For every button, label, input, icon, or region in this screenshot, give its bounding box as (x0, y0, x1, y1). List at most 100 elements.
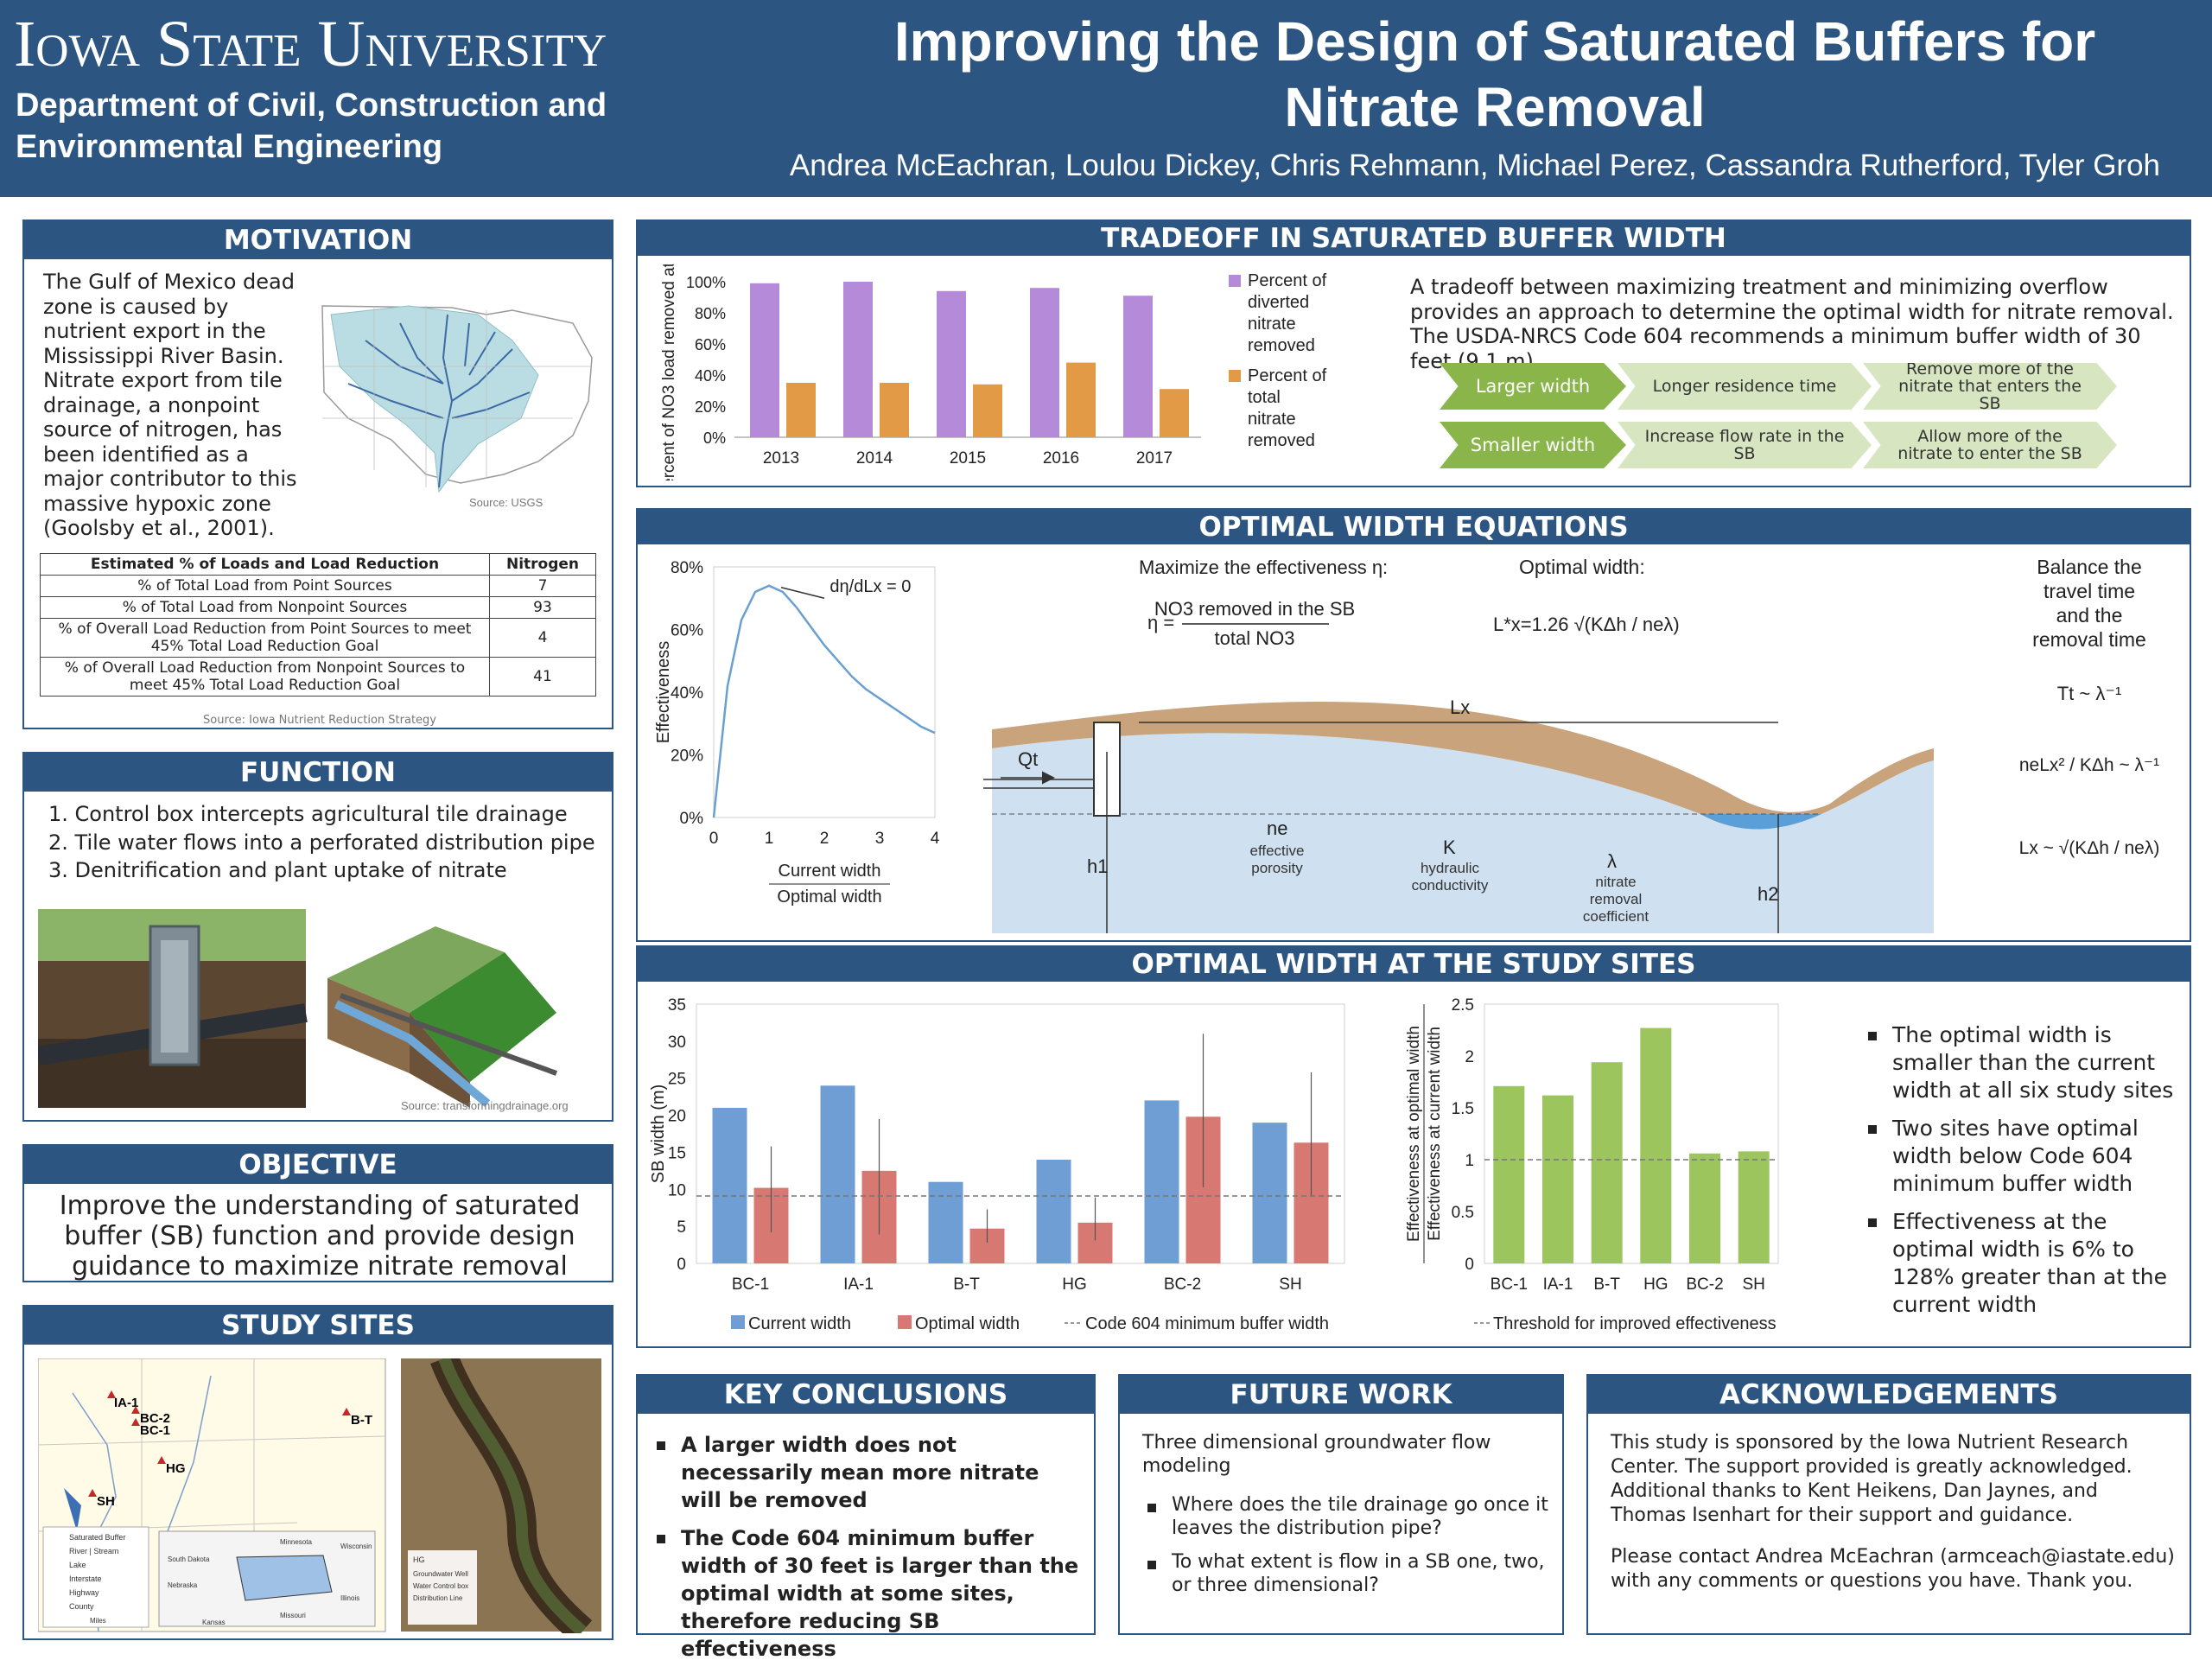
site-label: HG (166, 1461, 186, 1476)
tradeoff-heading: TRADEOFF IN SATURATED BUFFER WIDTH (638, 221, 2190, 256)
tradeoff-panel: TRADEOFF IN SATURATED BUFFER WIDTH 0% 20%… (636, 219, 2191, 487)
x-tick-label: 2 (820, 830, 830, 848)
svg-text:Illinois: Illinois (340, 1594, 359, 1602)
study-sites-maps: IA-1 BC-2 BC-1 B-T HG SH Saturated Buffe… (38, 1358, 601, 1633)
tradeoff-text: A tradeoff between maximizing treatment … (1410, 275, 2174, 373)
y-tick-label: 2.5 (1452, 996, 1474, 1015)
svg-text:River | Stream: River | Stream (69, 1547, 118, 1555)
function-item: 2. Tile water flows into a perforated di… (48, 830, 595, 855)
svg-text:HG: HG (413, 1555, 425, 1564)
legend-label: Percent of (1248, 271, 1327, 290)
legend-label: removed (1248, 431, 1315, 450)
bar (843, 282, 873, 437)
svg-text:Lake: Lake (69, 1561, 86, 1569)
bar (1160, 389, 1189, 437)
effectiveness-ratio-chart: 0 0.5 1 1.5 2 2.5 BC-1 IA-1 B-T HG BC-2 SH Effective… (1405, 996, 1779, 1333)
legend-label: Code 604 minimum buffer width (1085, 1314, 1329, 1333)
h1-label: h1 (1087, 856, 1108, 877)
function-source: Source: transformingdrainage.org (401, 1099, 569, 1112)
optimal-label: Optimal width: (1519, 556, 1645, 578)
plot-frame (1484, 1003, 1779, 1264)
ack-text-1: This study is sponsored by the Iowa Nutr… (1611, 1432, 2133, 1526)
x-tick-label: BC-2 (1686, 1275, 1723, 1294)
x-axis-label-num: Current width (779, 862, 881, 881)
site-label: BC-2 (140, 1411, 170, 1426)
flow-larger-width: Larger width (1440, 363, 1626, 410)
mississippi-basin-map: Source: USGS (321, 305, 593, 509)
table-header: Estimated % of Loads and Load Reduction (40, 553, 490, 576)
ack-text-2: Please contact Andrea McEachran (armceac… (1611, 1546, 2175, 1592)
motivation-heading: MOTIVATION (24, 221, 612, 259)
svg-text:Saturated Buffer: Saturated Buffer (69, 1533, 125, 1542)
balance-line: removal time (2032, 628, 2146, 651)
bar (1640, 1027, 1672, 1263)
y-tick-label: 35 (668, 996, 686, 1015)
table-cell: 7 (489, 575, 596, 597)
x-tick-label: HG (1062, 1275, 1087, 1294)
legend-label: Threshold for improved effectiveness (1493, 1314, 1777, 1333)
ack-heading: ACKNOWLEDGEMENTS (1588, 1376, 2190, 1414)
k-label: K (1443, 836, 1456, 858)
legend-swatch (898, 1315, 912, 1329)
plot-frame (713, 566, 936, 818)
eta-numerator: NO3 removed in the SB (1154, 598, 1355, 620)
y-tick-label: 80% (695, 305, 726, 322)
balance-line: travel time (2044, 580, 2135, 602)
motivation-panel: MOTIVATION The Gulf of Mexico dead zone … (22, 219, 613, 729)
effectiveness-curve-chart: 0% 20% 40% 60% 80% 0 1 2 3 4 Effectiveness Current … (654, 559, 940, 906)
bar (973, 384, 1002, 437)
x-tick-label: HG (1643, 1275, 1669, 1294)
motivation-text: The Gulf of Mexico dead zone is caused b… (43, 270, 297, 540)
y-axis-label: Percent of NO3 load removed at BC-1 (660, 264, 678, 480)
optimal-equation: L*x=1.26 √(KΔh / neλ) (1493, 614, 1680, 635)
future-item: To what extent is flow in a SB one, two,… (1142, 1550, 1548, 1597)
conclusion-item: The Code 604 minimum buffer width of 30 … (652, 1524, 1084, 1663)
y-tick-label: 25 (668, 1071, 686, 1089)
lambda-desc: nitrate (1595, 874, 1636, 890)
study-width-bullets: The optimal width is smaller than the cu… (1863, 1021, 2183, 1329)
maximize-label: Maximize the effectiveness η: (1139, 557, 1388, 578)
university-name: Iowa State University (14, 8, 607, 80)
bullet-item: Two sites have optimal width below Code … (1863, 1115, 2183, 1198)
bar (1738, 1151, 1770, 1263)
bar (1542, 1095, 1573, 1263)
department-name: Department of Civil, Construction and En… (16, 87, 607, 165)
y-tick-label: 30 (668, 1034, 686, 1052)
bar (1252, 1123, 1287, 1263)
table-cell: % of Total Load from Nonpoint Sources (40, 596, 490, 619)
bc1-removal-chart: 0% 20% 40% 60% 80% 100% 2013 2014 2015 2016 2017 Pe… (660, 264, 1327, 480)
x-tick-label: SH (1742, 1275, 1764, 1294)
y-tick-label: 2 (1465, 1048, 1474, 1066)
table-header: Nitrogen (489, 553, 596, 576)
site-label: IA-1 (114, 1396, 138, 1410)
y-tick-label: 5 (677, 1218, 686, 1237)
svg-text:Miles: Miles (90, 1617, 106, 1625)
objective-text: Improve the understanding of saturated b… (59, 1191, 581, 1282)
x-axis-label-den: Optimal width (777, 887, 881, 906)
bullet-item: Effectiveness at the optimal width is 6%… (1863, 1208, 2183, 1319)
legend-label: diverted (1248, 293, 1309, 312)
conclusions-list: A larger width does not necessarily mean… (652, 1431, 1084, 1673)
y-tick-label: 0.5 (1452, 1204, 1474, 1222)
ne-label: ne (1267, 817, 1287, 839)
qt-label: Qt (1018, 748, 1038, 770)
authors: Andrea McEachran, Loulou Dickey, Chris R… (789, 149, 2160, 182)
bar (820, 1085, 855, 1263)
poster-title: Improving the Design of Saturated Buffer… (893, 10, 2096, 138)
lx-label: Lx (1450, 697, 1470, 718)
x-tick-label: B-T (1593, 1275, 1620, 1294)
legend-swatch (1229, 275, 1241, 287)
table-row: % of Overall Load Reduction from Nonpoin… (40, 657, 596, 697)
bullet-item: The optimal width is smaller than the cu… (1863, 1021, 2183, 1104)
objective-panel: OBJECTIVE Improve the understanding of s… (22, 1144, 613, 1282)
function-panel: FUNCTION 1. Control box intercepts agric… (22, 752, 613, 1122)
plot-frame (696, 1003, 1345, 1264)
conclusions-heading: KEY CONCLUSIONS (638, 1376, 1094, 1414)
table-row: % of Total Load from Point Sources 7 (40, 575, 596, 597)
table-cell: 4 (489, 618, 596, 658)
svg-text:Minnesota: Minnesota (280, 1538, 312, 1546)
table-cell: % of Total Load from Point Sources (40, 575, 490, 597)
y-tick-label: 60% (695, 336, 726, 353)
x-tick-label: IA-1 (843, 1275, 874, 1294)
bar (1493, 1085, 1525, 1263)
